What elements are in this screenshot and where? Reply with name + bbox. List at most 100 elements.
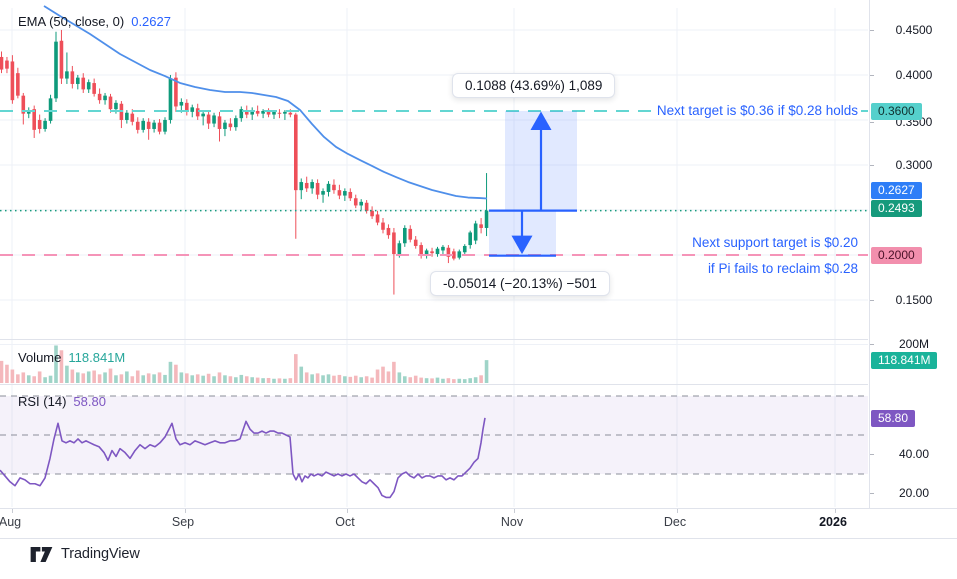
candle-body bbox=[381, 222, 385, 230]
candle-body bbox=[234, 118, 238, 128]
volume-bar bbox=[130, 376, 135, 383]
candle-body bbox=[386, 227, 391, 236]
volume-bar bbox=[370, 377, 374, 383]
price-axis-label: 20.00 bbox=[898, 486, 930, 500]
volume-bar bbox=[54, 345, 58, 383]
candle-body bbox=[168, 78, 173, 120]
volume-bar bbox=[48, 375, 53, 383]
volume-bar bbox=[174, 364, 178, 383]
volume-bar bbox=[179, 372, 184, 383]
volume-bar bbox=[337, 374, 342, 383]
candle-body bbox=[435, 248, 440, 255]
volume-bar bbox=[92, 370, 96, 383]
candle-body bbox=[201, 113, 205, 117]
volume-bar bbox=[185, 373, 189, 383]
volume-bar bbox=[413, 375, 418, 383]
volume-legend[interactable]: Volume 118.841M bbox=[18, 350, 125, 365]
annotation-support-line1[interactable]: Next support target is $0.20 bbox=[692, 235, 858, 250]
candle-body bbox=[135, 121, 140, 130]
volume-bar bbox=[462, 379, 467, 383]
price-axis-badge: 58.80 bbox=[871, 409, 916, 427]
measure-down-label[interactable]: -0.05014 (−20.13%) −501 bbox=[430, 271, 610, 296]
candle-body bbox=[266, 111, 271, 115]
candle-body bbox=[190, 107, 195, 112]
volume-bar bbox=[86, 371, 91, 383]
candle-body bbox=[10, 61, 15, 101]
candle-body bbox=[103, 95, 107, 101]
price-axis-tick bbox=[870, 74, 874, 76]
candle-body bbox=[65, 71, 69, 79]
candle-body bbox=[413, 239, 418, 246]
candle-body bbox=[403, 227, 407, 244]
annotation-support-line2[interactable]: if Pi fails to reclaim $0.28 bbox=[707, 261, 858, 276]
measure-up-arrowhead bbox=[530, 111, 552, 130]
volume-bar bbox=[348, 376, 353, 383]
tradingview-logo[interactable]: TradingView bbox=[30, 546, 140, 562]
volume-bar bbox=[152, 374, 156, 383]
volume-bar bbox=[288, 378, 293, 383]
volume-bar bbox=[108, 368, 113, 383]
time-axis-label: Dec bbox=[663, 515, 687, 529]
candle-body bbox=[174, 77, 178, 107]
ema-legend-title: EMA (50, close, 0) bbox=[18, 14, 125, 29]
candle-body bbox=[272, 111, 276, 115]
volume-bar bbox=[359, 377, 363, 383]
candle-body bbox=[430, 251, 434, 254]
price-axis-label: 0.1500 bbox=[895, 293, 933, 307]
ema-legend[interactable]: EMA (50, close, 0) 0.2627 bbox=[18, 14, 171, 29]
time-axis-tick bbox=[835, 509, 836, 513]
volume-bar bbox=[441, 378, 445, 383]
time-axis[interactable]: Aug Sep Oct Nov Dec 2026 bbox=[0, 508, 957, 539]
annotation-next-target[interactable]: Next target is $0.36 if $0.28 holds bbox=[653, 102, 861, 119]
candle-body bbox=[217, 116, 222, 129]
rsi-legend[interactable]: RSI (14) 58.80 bbox=[18, 394, 106, 409]
candle-body bbox=[441, 246, 445, 251]
candle-body bbox=[179, 101, 184, 106]
candle-body bbox=[288, 112, 293, 115]
volume-bar bbox=[5, 364, 9, 383]
volume-bar bbox=[364, 376, 369, 383]
candle-body bbox=[43, 120, 47, 129]
price-axis[interactable]: 0.4500 0.4000 0.3500 0.3000 0.1500 200M 40.00 2… bbox=[869, 0, 957, 537]
volume-bar bbox=[403, 376, 407, 383]
volume-bar bbox=[32, 376, 36, 383]
volume-bar bbox=[81, 373, 86, 383]
time-axis-label: 2026 bbox=[819, 515, 847, 529]
volume-bar bbox=[146, 373, 151, 383]
volume-bar bbox=[168, 361, 173, 383]
candle-body bbox=[16, 73, 20, 96]
volume-bar bbox=[332, 375, 336, 383]
volume-bar bbox=[239, 374, 244, 383]
measure-up-label[interactable]: 0.1088 (43.69%) 1,089 bbox=[452, 73, 616, 98]
ema-line bbox=[43, 5, 488, 200]
rsi-line bbox=[0, 417, 486, 499]
candle-body bbox=[32, 109, 36, 130]
volume-bar bbox=[201, 375, 205, 383]
candle-body bbox=[457, 251, 462, 258]
candle-body bbox=[473, 223, 478, 241]
volume-bar bbox=[37, 371, 42, 383]
candle-body bbox=[114, 102, 118, 110]
time-axis-tick bbox=[677, 509, 678, 513]
candle-body bbox=[76, 77, 80, 84]
candle-body bbox=[163, 119, 167, 132]
candle-body bbox=[5, 60, 9, 69]
candle-body bbox=[419, 245, 423, 255]
candle-body bbox=[185, 102, 189, 112]
volume-bar bbox=[228, 376, 233, 383]
price-axis-label: 0.4000 bbox=[895, 68, 933, 82]
volume-bar bbox=[424, 378, 429, 383]
candle-body bbox=[310, 182, 314, 189]
chart-canvas[interactable] bbox=[0, 0, 868, 508]
candle-body bbox=[326, 183, 331, 192]
volume-bar bbox=[310, 374, 314, 383]
candle-body bbox=[108, 96, 113, 110]
candle-body bbox=[370, 210, 374, 217]
volume-bar bbox=[457, 378, 462, 383]
candle-body bbox=[141, 120, 145, 130]
volume-bar bbox=[452, 379, 456, 383]
candle-body bbox=[294, 114, 298, 191]
volume-legend-title: Volume bbox=[18, 350, 62, 365]
candle-body bbox=[375, 214, 380, 223]
volume-bar bbox=[261, 378, 265, 383]
